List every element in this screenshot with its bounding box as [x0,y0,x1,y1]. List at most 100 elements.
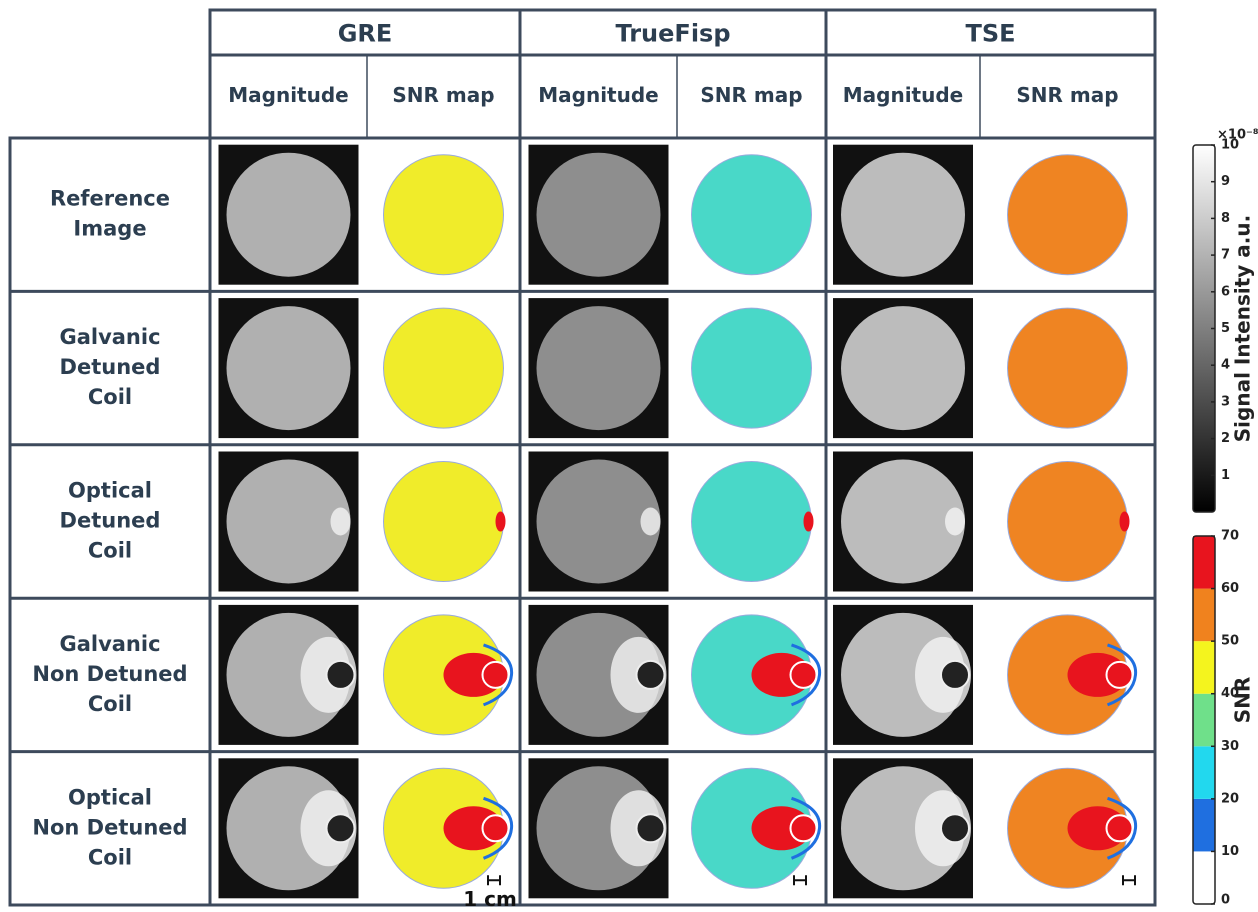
snr-map [691,461,812,582]
artifact [330,507,351,536]
snr-coil [789,814,818,843]
row-label: Coil [88,539,132,563]
tick-label: 7 [1221,248,1230,263]
snr-map [691,154,812,276]
snr-map [383,461,504,582]
tick-label: 4 [1221,358,1230,373]
snr-fringe [1106,643,1138,707]
coil [940,659,970,690]
snr-hotspot [495,511,506,532]
coil [635,659,666,690]
snr-band [1193,536,1215,589]
tick-label: 20 [1221,791,1239,806]
tick-label: 6 [1221,284,1230,299]
tick-label: 50 [1221,634,1239,649]
snr-coil [1105,814,1134,843]
tick-label: 1 [1221,468,1230,483]
phantom [226,306,351,431]
coil [940,813,970,844]
coil [325,813,356,844]
tick-label: 0 [1221,893,1230,908]
row-label: Coil [88,845,132,869]
snr-colorbar [1192,535,1216,905]
sub-header: Magnitude [228,83,349,107]
phantom [841,152,965,277]
snr-fringe [1106,796,1138,860]
scale-bar [793,875,807,886]
tick-label: 2 [1221,431,1230,446]
snr-coil [1105,660,1134,689]
sub-header: Magnitude [843,83,964,107]
row-label: Detuned [60,355,161,379]
row-label: Galvanic [59,325,160,349]
snr-fringe [482,796,514,860]
row-label: Galvanic [59,632,160,656]
row-label: Optical [68,479,152,503]
tick-label: 5 [1221,321,1230,336]
group-header: GRE [338,20,393,48]
snr-fringe [482,643,514,707]
snr-coil [481,814,510,843]
snr-band [1193,746,1215,799]
colorbar-label: SNR [1231,677,1255,724]
tick-label: 70 [1221,529,1239,544]
tick-label: 9 [1221,174,1230,189]
tick-label: 40 [1221,686,1239,701]
snr-fringe [790,643,822,707]
snr-map [691,307,812,429]
scale-label: 1 cm [463,887,517,911]
snr-hotspot [803,511,814,532]
row-label: Non Detuned [32,662,187,686]
snr-hotspot [1119,511,1130,532]
row-label: Coil [88,692,132,716]
snr-band [1193,693,1215,747]
snr-coil [789,660,818,689]
body-border [8,136,1157,907]
artifact [640,507,661,536]
scale-bar [1122,875,1136,886]
tick-label: 30 [1221,739,1239,754]
snr-coil [481,660,510,689]
coil [635,813,666,844]
snr-band [1193,798,1215,852]
phantom [841,306,965,431]
snr-fringe [790,796,822,860]
phantom [226,459,351,584]
tick-label: 60 [1221,581,1239,596]
sub-header: SNR map [1016,83,1118,107]
group-header: TrueFisp [615,20,730,48]
sub-header: Magnitude [538,83,659,107]
row-label: Non Detuned [32,815,187,839]
artifact [945,507,965,536]
snr-map [1007,461,1128,582]
coil [325,659,356,690]
phantom [841,459,965,584]
row-label: Reference [50,187,170,211]
snr-band [1193,588,1215,642]
snr-map [383,154,504,276]
sub-header: SNR map [700,83,802,107]
scale-bar [487,875,501,886]
phantom [536,306,661,431]
snr-band [1193,641,1215,694]
multiplier: ×10⁻⁸ [1217,128,1258,143]
row-label: Detuned [60,509,161,533]
group-header: TSE [965,20,1015,48]
tick-label: 10 [1221,844,1239,859]
sub-header: SNR map [392,83,494,107]
row-label: Image [73,217,146,241]
tick-label: 10 [1221,138,1239,153]
snr-map [1007,154,1128,276]
phantom [536,152,661,277]
colorbar-label: Signal Intensity a.u. [1231,215,1255,442]
tick-label: 8 [1221,211,1230,226]
snr-map [1007,307,1128,429]
phantom [536,459,661,584]
row-label: Coil [88,385,132,409]
phantom [226,152,351,277]
tick-label: 3 [1221,394,1230,409]
snr-map [383,307,504,429]
snr-band [1193,851,1215,904]
row-label: Optical [68,785,152,809]
